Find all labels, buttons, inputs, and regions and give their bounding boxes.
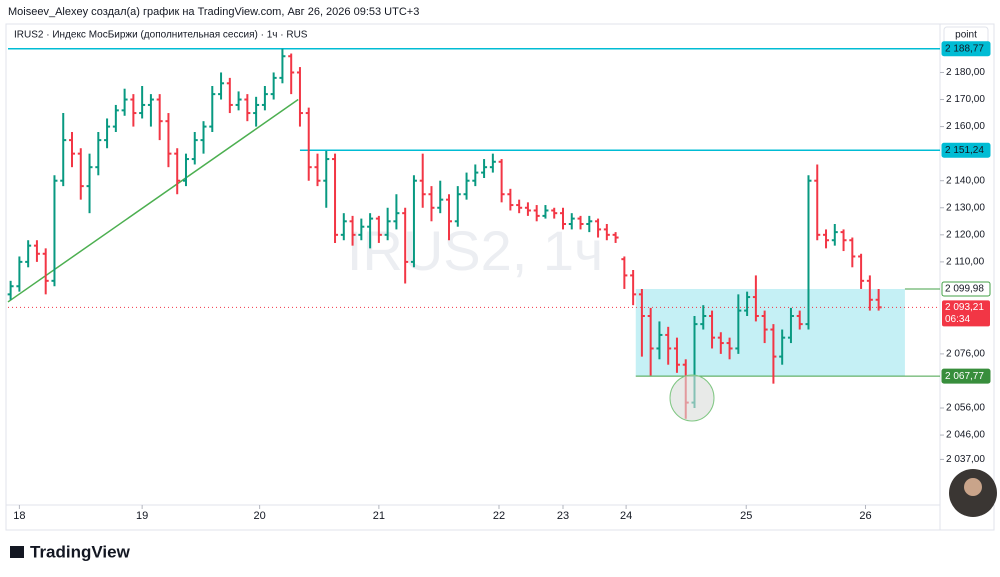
price-label: 2 099,98: [945, 284, 984, 295]
price-label-box: [941, 142, 991, 158]
y-tick-label: 2 170,00: [946, 94, 985, 105]
last-price-label: 2 093,21: [945, 302, 984, 313]
x-tick-label: 25: [740, 510, 752, 522]
avatar-face: [964, 478, 982, 496]
frame: [5, 23, 995, 531]
x-tick-label: 23: [557, 510, 569, 522]
y-tick-label: 2 140,00: [946, 175, 985, 186]
price-label: 2 067,77: [945, 371, 984, 382]
price-label: 2 188,77: [945, 43, 984, 54]
price-label-box: [941, 41, 991, 57]
x-tick-label: 22: [493, 510, 505, 522]
y-tick-label: 2 056,00: [946, 403, 985, 414]
x-tick-label: 26: [859, 510, 871, 522]
y-tick-label: 2 076,00: [946, 349, 985, 360]
x-tick-label: 21: [373, 510, 385, 522]
watermark: IRUS2, 1ч: [347, 219, 603, 282]
zone: [635, 288, 905, 377]
x-tick-label: 20: [254, 510, 266, 522]
symbol-title: IRUS2 · Индекс МосБиржи (дополнительная …: [14, 30, 308, 41]
plot: [7, 47, 940, 419]
price-label: 2 151,24: [945, 145, 984, 156]
y-tick-label: 2 110,00: [946, 257, 985, 268]
logo-mark: [10, 546, 24, 558]
y-tick-label: 2 120,00: [946, 229, 985, 240]
price-label-box: [941, 368, 991, 384]
brand: TradingView: [30, 542, 131, 561]
scale-mode-label[interactable]: point: [955, 30, 977, 41]
y-tick-label: 2 180,00: [946, 67, 985, 78]
x-tick-label: 24: [620, 510, 632, 522]
x-tick-label: 19: [136, 510, 148, 522]
countdown: 06:34: [945, 314, 970, 325]
highlight-ellipse: [669, 374, 715, 422]
y-tick-label: 2 046,00: [946, 430, 985, 441]
y-tick-label: 2 160,00: [946, 121, 985, 132]
y-tick-label: 2 130,00: [946, 202, 985, 213]
last-price-box: [942, 300, 990, 327]
y-tick-label: 2 037,00: [946, 454, 985, 465]
trendline: [7, 98, 299, 303]
credit: Moiseev_Alexey создал(а) график на Tradi…: [8, 6, 419, 18]
x-tick-label: 18: [13, 510, 25, 522]
price-label-box: [941, 281, 991, 297]
